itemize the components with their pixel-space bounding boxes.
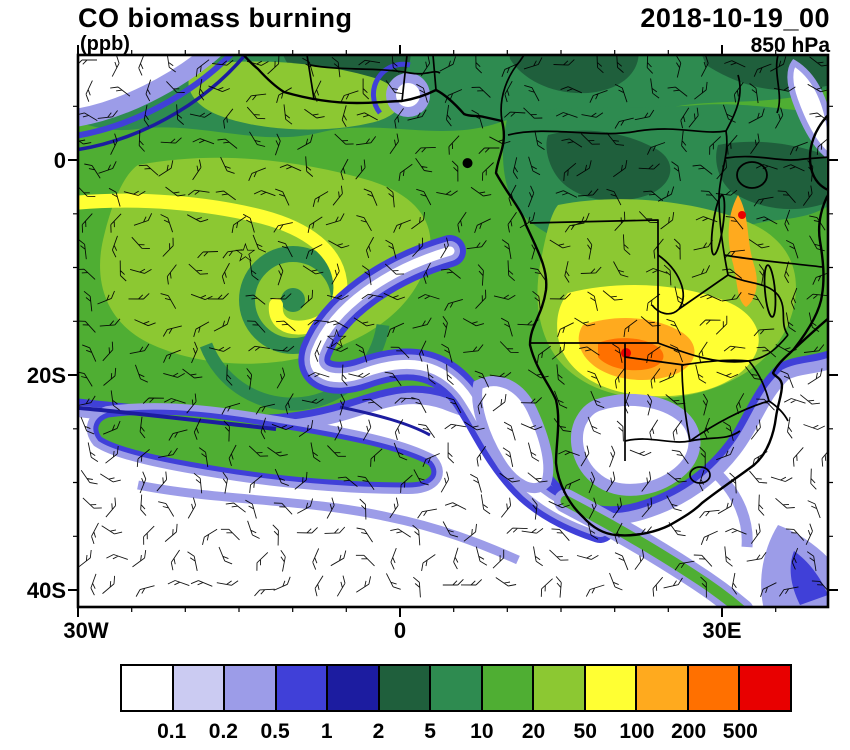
markers-layer: ☆ ☆ ●	[234, 156, 474, 355]
colorbar-cell	[480, 666, 533, 710]
colorbar-level-label: 50	[573, 720, 597, 743]
plot-frame	[76, 53, 830, 609]
country-borders-layer	[306, 55, 828, 484]
colorbar-level-label: 10	[470, 720, 494, 743]
colorbar-cell	[326, 666, 378, 710]
plot-title: CO biomass burning	[78, 3, 353, 33]
colorbar-level-label: 500	[722, 720, 758, 743]
colorbar-labels: 0.1 0.2 0.5 1 2 5 10 20 50 100 200 500	[120, 720, 792, 748]
major-tick-marks	[68, 45, 838, 617]
wind-barbs-layer	[78, 55, 828, 598]
axis-ticks	[68, 45, 838, 617]
colorbar-level-label: 200	[671, 720, 707, 743]
colorbar-level-label: 2	[372, 720, 385, 743]
colorbar-cell	[377, 666, 430, 710]
dot-marker-icon: ●	[462, 156, 473, 171]
y-axis-labels: 0 20S 40S	[14, 0, 66, 620]
x-axis-labels: 30W 0 30E	[0, 618, 850, 648]
colorbar-level-label: 5	[424, 720, 436, 743]
colorbar-cell	[223, 666, 275, 710]
field-layers: ☆ ☆ ●	[78, 55, 828, 607]
x-tick-label: 30E	[702, 618, 742, 643]
colorbar-level-label: 1	[320, 720, 333, 743]
colorbar-level-label: 0.2	[208, 720, 238, 743]
colorbar-level-label: 0.5	[260, 720, 290, 743]
colorbar-level-label: 20	[521, 720, 546, 743]
colorbar-cell	[738, 666, 790, 710]
colorbar-cell	[686, 666, 739, 710]
minor-tick-marks	[73, 50, 833, 612]
x-tick-label: 0	[393, 618, 407, 643]
colorbar-cell	[635, 666, 687, 710]
colorbar-cell	[532, 666, 584, 710]
colorbar-level-label: 0.1	[157, 720, 187, 743]
lakes-layer	[710, 161, 777, 318]
star-marker-icon: ☆	[325, 325, 348, 355]
colorbar-cell	[429, 666, 481, 710]
colorbar-cell	[583, 666, 636, 710]
colorbar-cell	[122, 666, 172, 710]
valid-datetime: 2018-10-19_00	[640, 3, 830, 33]
pressure-level-label: 850 hPa	[750, 34, 830, 57]
wind-barbs	[78, 55, 828, 598]
colorbar-cell	[171, 666, 224, 710]
coastline-layer	[242, 55, 828, 537]
star-marker-icon: ☆	[234, 239, 257, 269]
colorbar-level-label: 100	[619, 720, 655, 743]
units-label: (ppb)	[80, 33, 130, 55]
y-tick-label: 20S	[26, 363, 66, 388]
y-tick-label: 0	[53, 148, 66, 173]
colorbar-cell	[274, 666, 327, 710]
colorbar	[120, 664, 792, 712]
x-tick-label: 30W	[63, 618, 109, 643]
y-tick-label: 40S	[26, 578, 66, 603]
